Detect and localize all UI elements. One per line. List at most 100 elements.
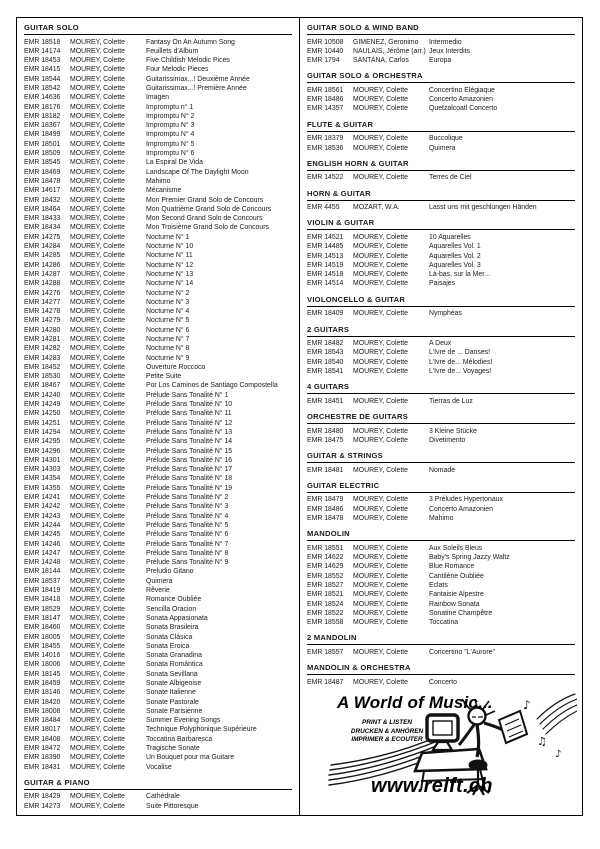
section-title: MANDOLIN <box>307 529 575 542</box>
item-composer: SANTANA, Carlos <box>353 57 409 65</box>
item-title: Paisajes <box>429 280 456 288</box>
item-title: Rainbow Sonata <box>429 600 480 608</box>
item-code: EMR 18005 <box>24 633 61 641</box>
catalog-row: EMR 18472 MOUREY, Colette Tragische Sonate <box>24 744 292 753</box>
catalog-section: FLUTE & GUITAR EMR 18379 MOUREY, Colette Bu… <box>307 120 575 153</box>
item-title: Vocalise <box>146 763 172 771</box>
item-title: Prélude Sans Tonalité N° 17 <box>146 466 233 474</box>
section-rows: EMR 18557 MOUREY, Colette Concertino "L'Au… <box>307 648 575 657</box>
item-code: EMR 18415 <box>24 66 61 74</box>
item-code: EMR 14247 <box>24 549 61 557</box>
logo-tagline: A World of Music... <box>337 693 493 713</box>
catalog-section: GUITAR SOLO EMR 18518 MOUREY, Colette Fanta… <box>24 23 292 772</box>
catalog-row: EMR 18182 MOUREY, Colette Impromptu N° 2 <box>24 112 292 121</box>
item-composer: MOUREY, Colette <box>70 726 126 734</box>
item-composer: MOUREY, Colette <box>70 38 126 46</box>
catalog-row: EMR 18017 MOUREY, Colette Technique Polyph… <box>24 725 292 734</box>
item-code: EMR 14285 <box>24 252 61 260</box>
catalog-row: EMR 18524 MOUREY, Colette Rainbow Sonata <box>307 600 575 609</box>
item-composer: MOUREY, Colette <box>70 614 126 622</box>
item-title: Suite Pittoresque <box>146 802 199 810</box>
item-composer: MOUREY, Colette <box>70 652 126 660</box>
item-composer: MOUREY, Colette <box>70 438 126 446</box>
item-composer: MOUREY, Colette <box>353 397 409 405</box>
item-title: Preludio Gitano <box>146 568 194 576</box>
item-composer: MOUREY, Colette <box>70 187 126 195</box>
item-code: EMR 18478 <box>24 177 61 185</box>
item-code: EMR 14016 <box>24 652 61 660</box>
catalog-row: EMR 14244 MOUREY, Colette Prélude Sans Ton… <box>24 521 292 530</box>
item-title: Sonata Clásica <box>146 633 193 641</box>
item-composer: MOUREY, Colette <box>70 177 126 185</box>
item-code: EMR 18543 <box>307 349 344 357</box>
item-title: Mon Premier Grand Solo de Concours <box>146 196 264 204</box>
catalog-row: EMR 14355 MOUREY, Colette Prélude Sans Ton… <box>24 484 292 493</box>
catalog-section: GUITAR & PIANO EMR 18429 MOUREY, Colette Ca… <box>24 778 292 811</box>
item-title: Prélude Sans Tonalité N° 1 <box>146 391 229 399</box>
sheet-music-icon <box>497 709 529 745</box>
section-rows: EMR 18481 MOUREY, Colette Nomade <box>307 466 575 475</box>
item-code: EMR 18146 <box>24 689 61 697</box>
section-rows: EMR 18429 MOUREY, Colette Cathédrale EMR 14… <box>24 792 292 811</box>
item-code: EMR 18527 <box>307 582 344 589</box>
item-code: EMR 14250 <box>24 410 61 418</box>
item-title: Toccatina <box>429 619 459 627</box>
item-composer: MOZART, W.A. <box>353 204 400 212</box>
catalog-row: EMR 10440 NAULAIS, Jérôme (arr.) Jeux Inte… <box>307 47 575 56</box>
item-code: EMR 18472 <box>24 745 61 753</box>
item-code: EMR 18182 <box>24 112 61 120</box>
catalog-row: EMR 18418 MOUREY, Colette Romance Oubliée <box>24 595 292 604</box>
item-composer: MOUREY, Colette <box>70 707 126 715</box>
item-title: Impromptu N° 6 <box>146 150 195 158</box>
item-code: EMR 14278 <box>24 308 61 316</box>
item-code: EMR 18145 <box>24 670 61 678</box>
item-title: Tragische Sonate <box>146 745 200 753</box>
item-code: EMR 14174 <box>24 47 61 55</box>
catalog-row: EMR 18415 MOUREY, Colette Four Melodic Pie… <box>24 65 292 74</box>
item-composer: MOUREY, Colette <box>70 428 126 436</box>
section-rows: EMR 18379 MOUREY, Colette Buccolique EMR 18… <box>307 134 575 153</box>
catalog-section: 2 GUITARS EMR 18482 MOUREY, Colette A Deux E… <box>307 325 575 377</box>
catalog-row: EMR 18478 MOUREY, Colette Mahimo <box>307 514 575 523</box>
catalog-row: EMR 14295 MOUREY, Colette Prélude Sans Ton… <box>24 437 292 446</box>
item-title: Nymphéas <box>429 310 462 318</box>
catalog-row: EMR 14241 MOUREY, Colette Prélude Sans Ton… <box>24 493 292 502</box>
item-title: Technique Polyphonique Supérieure <box>146 726 257 734</box>
catalog-row: EMR 14246 MOUREY, Colette Prélude Sans Ton… <box>24 540 292 549</box>
item-composer: MOUREY, Colette <box>353 648 409 656</box>
catalog-row: EMR 14277 MOUREY, Colette Nocturne N° 3 <box>24 298 292 307</box>
catalog-row: EMR 18486 MOUREY, Colette Concerto Amazoni… <box>307 505 575 514</box>
section-rows: EMR 18551 MOUREY, Colette Aux Soleils Bleu… <box>307 544 575 628</box>
item-title: Cathédrale <box>146 793 180 801</box>
item-code: EMR 14243 <box>24 512 61 520</box>
item-code: EMR 14629 <box>307 563 344 571</box>
item-composer: MOUREY, Colette <box>353 96 409 104</box>
item-title: Nocturne N° 8 <box>146 345 190 353</box>
item-composer: MOUREY, Colette <box>353 515 409 523</box>
catalog-row: EMR 18478 MOUREY, Colette Mahimo <box>24 177 292 186</box>
item-code: EMR 14241 <box>24 494 61 502</box>
item-title: Baby's Spring Jazzy Waltz <box>429 554 510 562</box>
item-code: EMR 14296 <box>24 447 61 455</box>
logo-line-imprimer-ecouter: IMPRIMER & ECOUTER <box>351 736 423 744</box>
item-code: EMR 18544 <box>24 75 61 83</box>
item-composer: MOUREY, Colette <box>353 544 409 552</box>
item-composer: MOUREY, Colette <box>70 224 126 232</box>
catalog-row: EMR 18467 MOUREY, Colette Por Los Caminos … <box>24 381 292 390</box>
item-composer: MOUREY, Colette <box>353 174 409 182</box>
item-composer: MOUREY, Colette <box>70 47 126 55</box>
item-code: EMR 18482 <box>307 340 344 348</box>
item-title: Mahimo <box>429 515 454 523</box>
item-code: EMR 18460 <box>24 624 61 632</box>
section-title: GUITAR SOLO <box>24 23 292 35</box>
item-composer: MOUREY, Colette <box>70 326 126 334</box>
catalog-row: EMR 18419 MOUREY, Colette Rêverie <box>24 586 292 595</box>
item-composer: MOUREY, Colette <box>70 521 126 529</box>
item-code: EMR 18541 <box>307 367 344 375</box>
catalog-row: EMR 18464 MOUREY, Colette Mon Quatrième Gr… <box>24 205 292 214</box>
catalog-row: EMR 14513 MOUREY, Colette Aquarelles Vol. … <box>307 252 575 261</box>
section-rows: EMR 14522 MOUREY, Colette Terres de Ciel <box>307 173 575 182</box>
item-composer: MOUREY, Colette <box>70 401 126 409</box>
item-title: Impromptu N° 3 <box>146 122 195 130</box>
catalog-section: 4 GUITARS EMR 18451 MOUREY, Colette Tierras… <box>307 382 575 406</box>
